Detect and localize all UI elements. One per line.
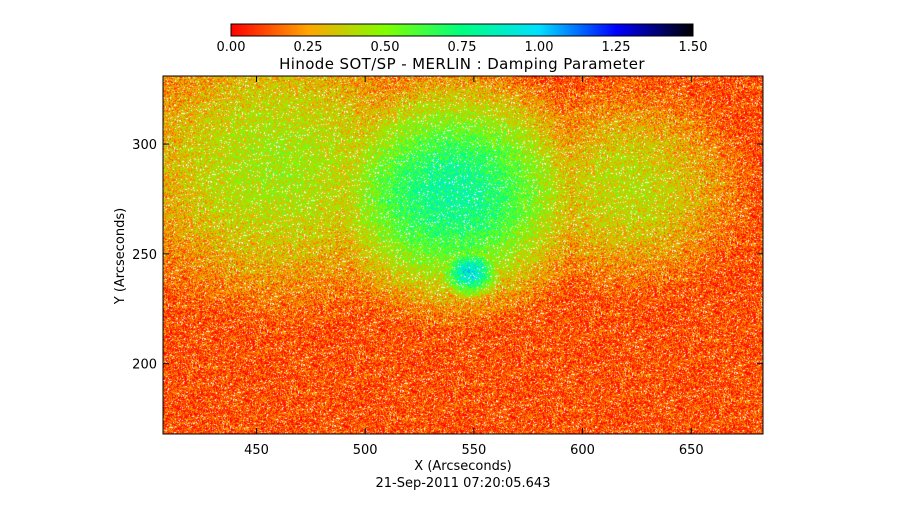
y-tick-label: 250: [132, 248, 157, 263]
y-tick-label: 300: [132, 138, 157, 153]
x-tick-label: 550: [461, 443, 486, 458]
colorbar-tick-label: 0.50: [371, 40, 400, 55]
colorbar-tick-label: 0.75: [448, 40, 477, 55]
colorbar-ticks: 0.00 0.25 0.50 0.75 1.00 1.25 1.50: [217, 40, 708, 55]
timestamp: 21-Sep-2011 07:20:05.643: [376, 476, 551, 491]
y-axis-label: Y (Arcseconds): [113, 208, 128, 305]
x-tick-label: 600: [570, 443, 595, 458]
y-tick-label: 200: [132, 358, 157, 373]
x-axis-ticks: 450 500 550 600 650: [244, 76, 704, 458]
y-axis-ticks: 200 250 300: [132, 138, 763, 373]
colorbar-tick-label: 0.25: [294, 40, 323, 55]
colorbar-tick-label: 1.50: [679, 40, 708, 55]
heatmap-image: [163, 76, 763, 434]
colorbar-tick-label: 1.25: [602, 40, 631, 55]
x-tick-label: 450: [244, 443, 269, 458]
x-axis-label: X (Arcseconds): [414, 459, 511, 474]
colorbar: [230, 23, 694, 37]
colorbar-tick-label: 1.00: [525, 40, 554, 55]
x-tick-label: 650: [679, 443, 704, 458]
heatmap-plot: [163, 76, 763, 434]
x-tick-label: 500: [353, 443, 378, 458]
plot-frame: [162, 75, 764, 435]
chart-title: Hinode SOT/SP - MERLIN : Damping Paramet…: [279, 55, 645, 73]
colorbar-tick-label: 0.00: [217, 40, 246, 55]
